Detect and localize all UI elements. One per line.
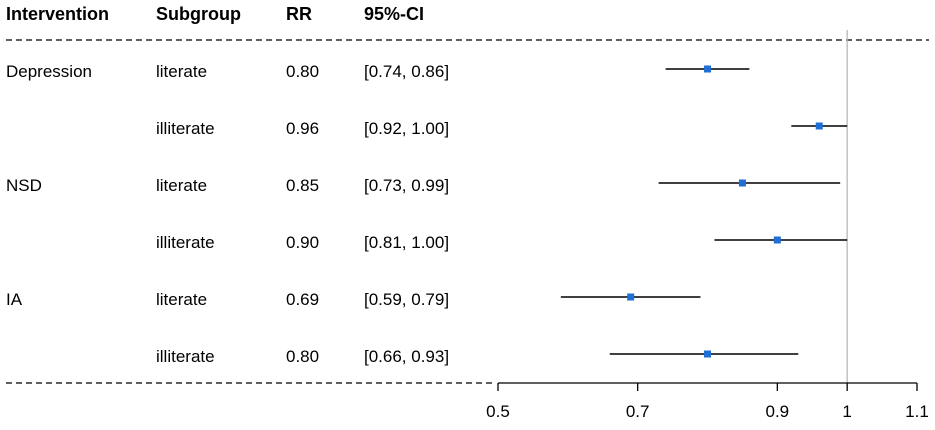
estimate-marker: [704, 65, 711, 73]
rr-cell: 0.80: [286, 347, 320, 366]
x-tick-label: 0.5: [486, 402, 510, 421]
subgroup-cell: literate: [156, 290, 208, 309]
rr-cell: 0.90: [286, 233, 320, 252]
rr-cell: 0.80: [286, 62, 320, 81]
subgroup-cell: illiterate: [156, 233, 215, 252]
rr-cell: 0.69: [286, 290, 320, 309]
x-tick-label: 0.9: [766, 402, 790, 421]
subgroup-cell: literate: [156, 62, 208, 81]
ci-cell: [0.92, 1.00]: [364, 119, 450, 138]
subgroup-cell: literate: [156, 176, 208, 195]
ci-cell: [0.73, 0.99]: [364, 176, 450, 195]
header-subgroup: Subgroup: [156, 4, 241, 24]
intervention-cell: IA: [6, 290, 23, 309]
intervention-cell: Depression: [6, 62, 92, 81]
x-tick-label: 0.7: [626, 402, 650, 421]
x-tick-label: 1.1: [905, 402, 929, 421]
x-tick-label: 1: [842, 402, 851, 421]
ci-cell: [0.66, 0.93]: [364, 347, 450, 366]
rr-cell: 0.96: [286, 119, 320, 138]
ci-cell: [0.59, 0.79]: [364, 290, 450, 309]
ci-cell: [0.81, 1.00]: [364, 233, 450, 252]
subgroup-cell: illiterate: [156, 119, 215, 138]
intervention-cell: NSD: [6, 176, 42, 195]
header-ci: 95%-CI: [364, 4, 425, 24]
header-intervention: Intervention: [6, 4, 110, 24]
estimate-marker: [773, 236, 781, 244]
rr-cell: 0.85: [286, 176, 320, 195]
estimate-marker: [815, 122, 823, 130]
estimate-marker: [704, 350, 711, 358]
estimate-marker: [627, 293, 635, 301]
subgroup-cell: illiterate: [156, 347, 215, 366]
estimate-marker: [738, 179, 746, 187]
header-rr: RR: [286, 4, 312, 24]
ci-cell: [0.74, 0.86]: [364, 62, 450, 81]
